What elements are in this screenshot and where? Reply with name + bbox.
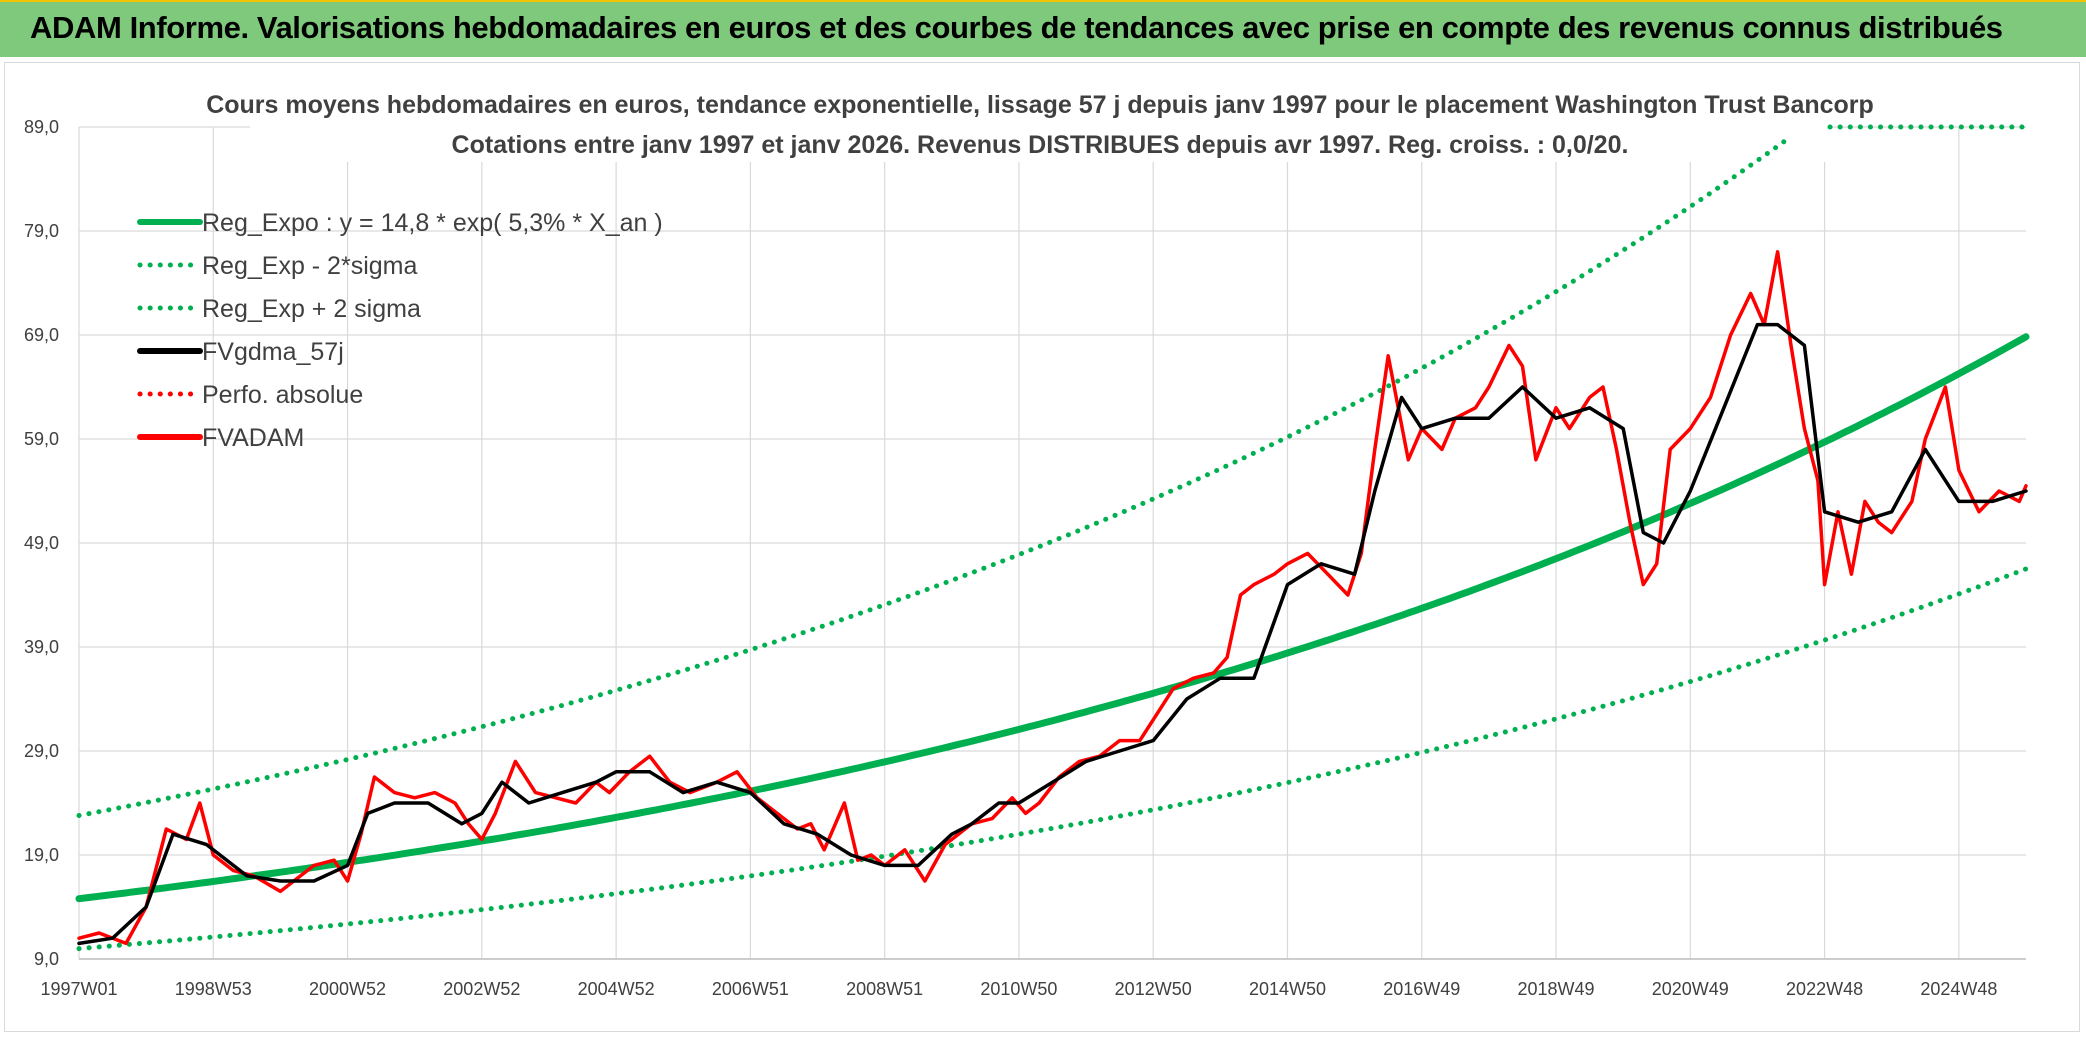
y-axis: 9,0 19,0 29,0 39,0 49,0 59,0 69,0 79,0 89,0 xyxy=(24,117,59,969)
chart-title: Cours moyens hebdomadaires en euros, ten… xyxy=(206,91,1874,119)
y-tick-label: 39,0 xyxy=(24,637,59,657)
legend-label: Reg_Exp - 2*sigma xyxy=(202,252,417,280)
legend-label: Perfo. absolue xyxy=(202,381,363,409)
x-tick-label: 2000W52 xyxy=(309,979,386,999)
x-tick-label: 2004W52 xyxy=(578,979,655,999)
series-line-reg-exp-2-sigma xyxy=(76,137,1789,818)
x-tick-label: 2014W50 xyxy=(1249,979,1326,999)
x-tick-label: 2022W48 xyxy=(1786,979,1863,999)
series-group xyxy=(75,124,2030,952)
y-tick-label: 59,0 xyxy=(24,429,59,449)
x-tick-label: 2018W49 xyxy=(1518,979,1595,999)
x-tick-label: 1998W53 xyxy=(175,979,252,999)
legend-label: Reg_Exp + 2 sigma xyxy=(202,295,421,323)
y-tick-label: 79,0 xyxy=(24,221,59,241)
y-tick-label: 9,0 xyxy=(34,949,59,969)
title-background xyxy=(250,86,1830,162)
x-axis: 1997W01 1998W53 2000W52 2002W52 2004W52 2006W… xyxy=(40,979,1997,999)
report-header: ADAM Informe. Valorisations hebdomadaire… xyxy=(0,0,2086,57)
legend-label: FVgdma_57j xyxy=(202,338,344,366)
legend: Reg_Expo : y = 14,8 * exp( 5,3% * X_an )… xyxy=(137,209,663,452)
report-title: ADAM Informe. Valorisations hebdomadaire… xyxy=(30,10,2003,45)
y-tick-label: 49,0 xyxy=(24,533,59,553)
x-tick-label: 1997W01 xyxy=(40,979,117,999)
x-tick-label: 2010W50 xyxy=(980,979,1057,999)
x-tick-label: 2012W50 xyxy=(1115,979,1192,999)
x-tick-label: 2006W51 xyxy=(712,979,789,999)
legend-label: Reg_Expo : y = 14,8 * exp( 5,3% * X_an ) xyxy=(202,209,663,237)
x-tick-label: 2020W49 xyxy=(1652,979,1729,999)
chart-subtitle: Cotations entre janv 1997 et janv 2026. … xyxy=(452,131,1629,159)
grid xyxy=(78,126,2026,960)
series-line-fvadam xyxy=(77,250,2028,946)
y-tick-label: 29,0 xyxy=(24,741,59,761)
series-line-reg-exp-2-sigma xyxy=(76,566,2029,952)
y-tick-label: 19,0 xyxy=(24,845,59,865)
series-line-reg-expo xyxy=(75,333,2030,903)
x-tick-label: 2002W52 xyxy=(443,979,520,999)
x-tick-label: 2024W48 xyxy=(1920,979,1997,999)
y-tick-label: 69,0 xyxy=(24,325,59,345)
series-line-fvgdma-57j xyxy=(77,322,2028,946)
y-tick-label: 89,0 xyxy=(24,117,59,137)
chart-frame xyxy=(4,62,2080,1032)
x-tick-label: 2008W51 xyxy=(846,979,923,999)
legend-label: FVADAM xyxy=(202,424,304,452)
x-tick-label: 2016W49 xyxy=(1383,979,1460,999)
